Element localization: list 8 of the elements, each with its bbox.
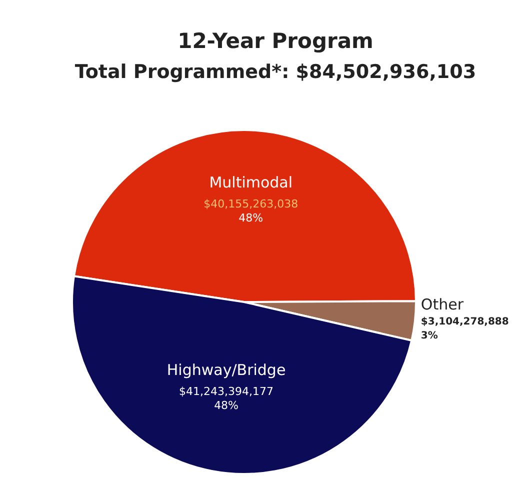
data-label: $40,155,263,038 48% — [204, 198, 298, 225]
slice-label: Other — [420, 296, 464, 314]
slice-label: Multimodal — [209, 174, 293, 192]
data-label: $3,104,278,888 3% — [420, 316, 509, 342]
chart-subtitle: Total Programmed*: $84,502,936,103 — [74, 61, 476, 83]
data-label: $41,243,394,177 48% — [179, 384, 274, 412]
chart-title: 12-Year Program — [178, 29, 374, 53]
slice-label: Highway/Bridge — [166, 360, 286, 379]
